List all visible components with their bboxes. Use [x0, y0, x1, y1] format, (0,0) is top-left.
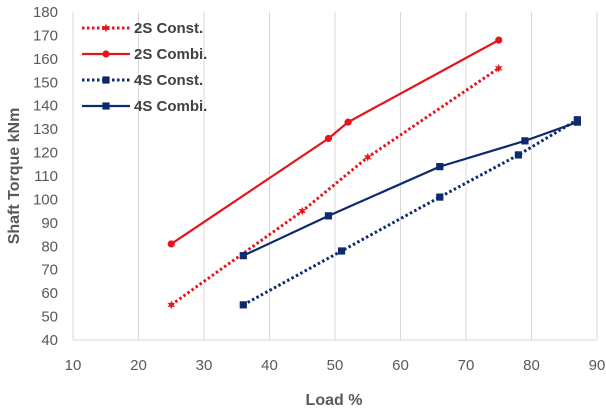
legend-label: 4S Combi.: [134, 98, 207, 115]
series-layer: [167, 36, 581, 310]
y-tick-label: 90: [41, 215, 58, 232]
x-tick-label: 60: [392, 357, 409, 374]
y-tick-label: 130: [33, 121, 58, 138]
tick-layer: 10 20 30 40 50 60 70 80 90 40 50 60 70 80 90 100 110 120 1…: [33, 4, 605, 374]
series-4s-const: [239, 116, 581, 309]
x-tick-label: 40: [261, 357, 278, 374]
legend: 2S Const. 2S Combi. 4S Const. 4S Combi.: [82, 20, 207, 115]
y-tick-label: 70: [41, 262, 58, 279]
legend-marker: [102, 102, 110, 110]
legend-item-2s-const: 2S Const.: [82, 20, 203, 37]
data-point: [495, 36, 503, 44]
x-tick-label: 20: [130, 357, 147, 374]
data-point: [337, 247, 346, 255]
series-4s-combi: [239, 118, 581, 260]
y-axis-title: Shaft Torque kNm: [6, 108, 23, 245]
data-point: [324, 134, 333, 143]
legend-item-4s-const: 4S Const.: [82, 72, 203, 89]
y-tick-label: 50: [41, 309, 58, 326]
data-point: [436, 163, 444, 171]
y-tick-label: 160: [33, 51, 58, 68]
y-tick-label: 80: [41, 238, 58, 255]
y-tick-label: 180: [33, 4, 58, 21]
x-axis-title: Load %: [306, 392, 363, 409]
x-tick-label: 50: [327, 357, 344, 374]
data-point: [239, 301, 247, 309]
legend-marker: [102, 23, 110, 33]
legend-item-2s-combi: 2S Combi.: [82, 46, 207, 63]
series-line-4s-const: [242, 118, 579, 307]
legend-item-4s-combi: 4S Combi.: [82, 98, 207, 115]
series-line-2s-combi: [170, 39, 500, 245]
legend-marker: [102, 50, 110, 58]
data-point: [239, 252, 247, 260]
grid-layer: [72, 12, 598, 341]
data-point: [298, 206, 307, 216]
legend-label: 2S Const.: [134, 20, 203, 37]
data-point: [494, 63, 503, 73]
data-point: [344, 118, 352, 126]
data-point: [324, 212, 333, 220]
x-tick-label: 70: [458, 357, 475, 374]
data-point: [514, 151, 522, 159]
legend-label: 2S Combi.: [134, 46, 207, 63]
data-point: [167, 300, 176, 310]
x-tick-label: 10: [65, 357, 82, 374]
legend-label: 4S Const.: [134, 72, 203, 89]
series-line-2s-const: [170, 66, 500, 307]
y-tick-label: 120: [33, 145, 58, 162]
series-2s-combi: [167, 36, 503, 248]
x-tick-label: 90: [589, 357, 606, 374]
y-tick-label: 100: [33, 191, 58, 208]
data-point: [167, 240, 175, 248]
data-point: [436, 193, 444, 201]
data-point: [521, 137, 529, 145]
y-tick-label: 60: [41, 285, 58, 302]
x-tick-label: 30: [196, 357, 213, 374]
y-tick-label: 110: [34, 168, 58, 185]
y-tick-label: 140: [33, 98, 58, 115]
y-tick-label: 170: [33, 27, 58, 44]
data-point: [573, 118, 581, 126]
data-point: [363, 152, 372, 162]
y-tick-label: 40: [41, 332, 58, 349]
x-tick-label: 80: [523, 357, 540, 374]
y-tick-label: 150: [33, 74, 58, 91]
legend-marker: [102, 76, 110, 84]
series-2s-const: [167, 63, 503, 310]
